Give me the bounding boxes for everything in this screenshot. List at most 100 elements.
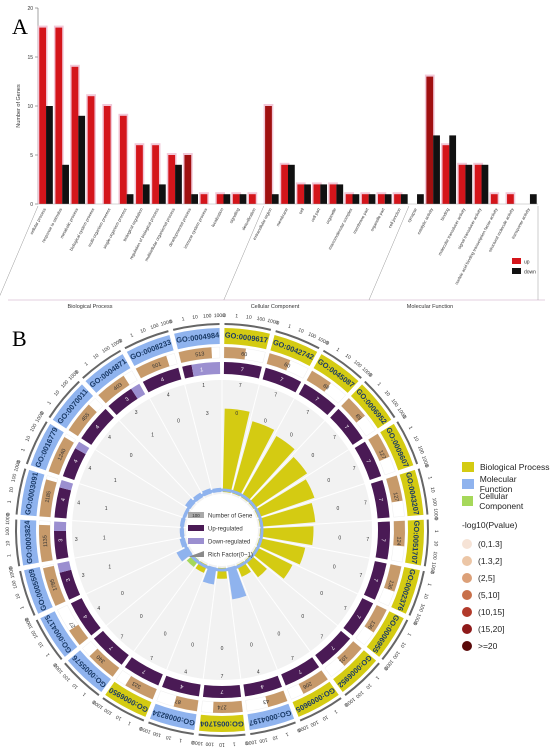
bar-down xyxy=(78,115,86,204)
scale-arc xyxy=(35,619,63,661)
scale-label: 0 xyxy=(276,320,280,327)
pvalue-dot xyxy=(462,572,472,583)
inner-down-label: 1 xyxy=(114,478,117,484)
count-label: 403 xyxy=(113,382,124,392)
scale-arc xyxy=(408,570,425,616)
scale-label: 0 xyxy=(138,725,143,732)
bar-down xyxy=(384,194,392,204)
legend-item-cellular-component: Cellular Component xyxy=(462,490,550,511)
bar-up xyxy=(119,115,127,204)
term-band xyxy=(199,714,245,732)
term-band xyxy=(350,384,392,429)
scale-label: 1 xyxy=(374,674,380,680)
scale-label: 0 xyxy=(423,464,430,469)
scale-label: 100 xyxy=(309,719,319,728)
down-ring xyxy=(59,480,74,491)
down-ring xyxy=(75,441,90,455)
up-count: 4 xyxy=(73,459,80,464)
scale-arc xyxy=(148,721,194,736)
term-band xyxy=(20,469,45,517)
inner-up-label: 4 xyxy=(97,606,100,612)
bar-down xyxy=(175,164,182,204)
inner-up-label: 7 xyxy=(333,435,336,441)
go-circos-chart: 0 1 10 100 1000GO:00096176077001101001000GO:… xyxy=(5,313,439,747)
inner-down-label: 0 xyxy=(312,453,315,459)
inner-up-label: 7 xyxy=(306,410,309,416)
scale-label: 1 xyxy=(19,605,26,610)
scale-label: 100 xyxy=(354,689,364,699)
term-band xyxy=(405,519,424,566)
group-label: Cellular Component xyxy=(251,304,300,310)
count-ring xyxy=(68,404,97,437)
inner-down-label: 0 xyxy=(290,433,293,439)
term-band xyxy=(67,650,111,692)
scale-label: 1 xyxy=(333,708,339,715)
bar-up xyxy=(490,194,498,204)
bar-up xyxy=(507,194,514,204)
scale-label: 10 xyxy=(272,734,279,741)
term-band xyxy=(105,681,152,717)
count-label: 127 xyxy=(377,449,386,460)
scale-label: 1 xyxy=(426,582,433,586)
inner-down-label: 1 xyxy=(103,535,106,541)
bar-up xyxy=(378,194,385,204)
up-ring xyxy=(70,598,101,636)
scale-arc xyxy=(102,697,145,722)
rich-factor-bar xyxy=(232,421,275,497)
scale-label: 1 xyxy=(130,332,135,339)
scale-label: 1000 xyxy=(432,508,439,520)
scale-label: 10 xyxy=(344,353,352,361)
rich-factor-bar xyxy=(256,537,306,565)
up-count: 7 xyxy=(142,668,148,675)
bar-up xyxy=(55,27,63,204)
up-ring xyxy=(315,630,351,665)
x-tick-label: membrane xyxy=(275,207,289,228)
group-label: Biological Process xyxy=(68,304,113,310)
x-tick-label: cell xyxy=(298,207,305,215)
count-label: 101 xyxy=(337,653,348,664)
scale-label: 100 xyxy=(29,423,38,433)
pvalue-label: (10,15] xyxy=(478,606,505,617)
x-tick-label: cell part xyxy=(310,206,322,222)
x-tick-label: catalytic activity xyxy=(416,206,434,235)
count-ring xyxy=(38,524,53,563)
center-legend-label: Up-regulated xyxy=(208,527,243,533)
x-tick-label: organelle part xyxy=(369,206,386,232)
scale-label: 100 xyxy=(352,359,362,369)
scale-label: 100 xyxy=(150,323,160,331)
scale-arc xyxy=(15,519,21,567)
count-label: 455 xyxy=(81,412,91,423)
scale-label: 1000 xyxy=(396,407,407,420)
count-label: 274 xyxy=(217,704,226,710)
count-label: 323 xyxy=(131,680,142,690)
bar-up xyxy=(442,145,450,204)
up-ring xyxy=(223,362,262,379)
center-legend-sample: 100 xyxy=(192,513,200,518)
scale-label: 0 xyxy=(382,665,389,671)
up-count: 1 xyxy=(200,367,204,373)
count-ring xyxy=(135,355,170,379)
legend-label: Cellular Component xyxy=(479,490,524,511)
count-ring xyxy=(48,437,74,475)
scale-label: 0 xyxy=(191,739,195,745)
inner-down-label: 3 xyxy=(206,411,209,417)
bar-up xyxy=(39,27,47,204)
scale-label: 10 xyxy=(422,593,429,600)
scale-label: 10 xyxy=(37,641,45,649)
up-ring xyxy=(93,630,129,665)
scale-label: 1000 xyxy=(317,336,330,347)
up-count: 7 xyxy=(377,498,383,502)
scale-arc xyxy=(364,380,396,419)
bar-down xyxy=(271,194,279,204)
bar-up xyxy=(458,164,466,204)
pvalue-dot xyxy=(462,640,472,651)
scale-label: 1 xyxy=(335,347,341,354)
bar-down xyxy=(433,135,440,204)
term-band xyxy=(313,354,359,393)
group-divider xyxy=(223,205,265,301)
up-count: 4 xyxy=(260,683,264,690)
scale-label: 10 xyxy=(246,314,252,321)
term-band xyxy=(391,567,420,614)
scale-label: 0 xyxy=(24,616,31,621)
count-ring xyxy=(393,520,405,547)
